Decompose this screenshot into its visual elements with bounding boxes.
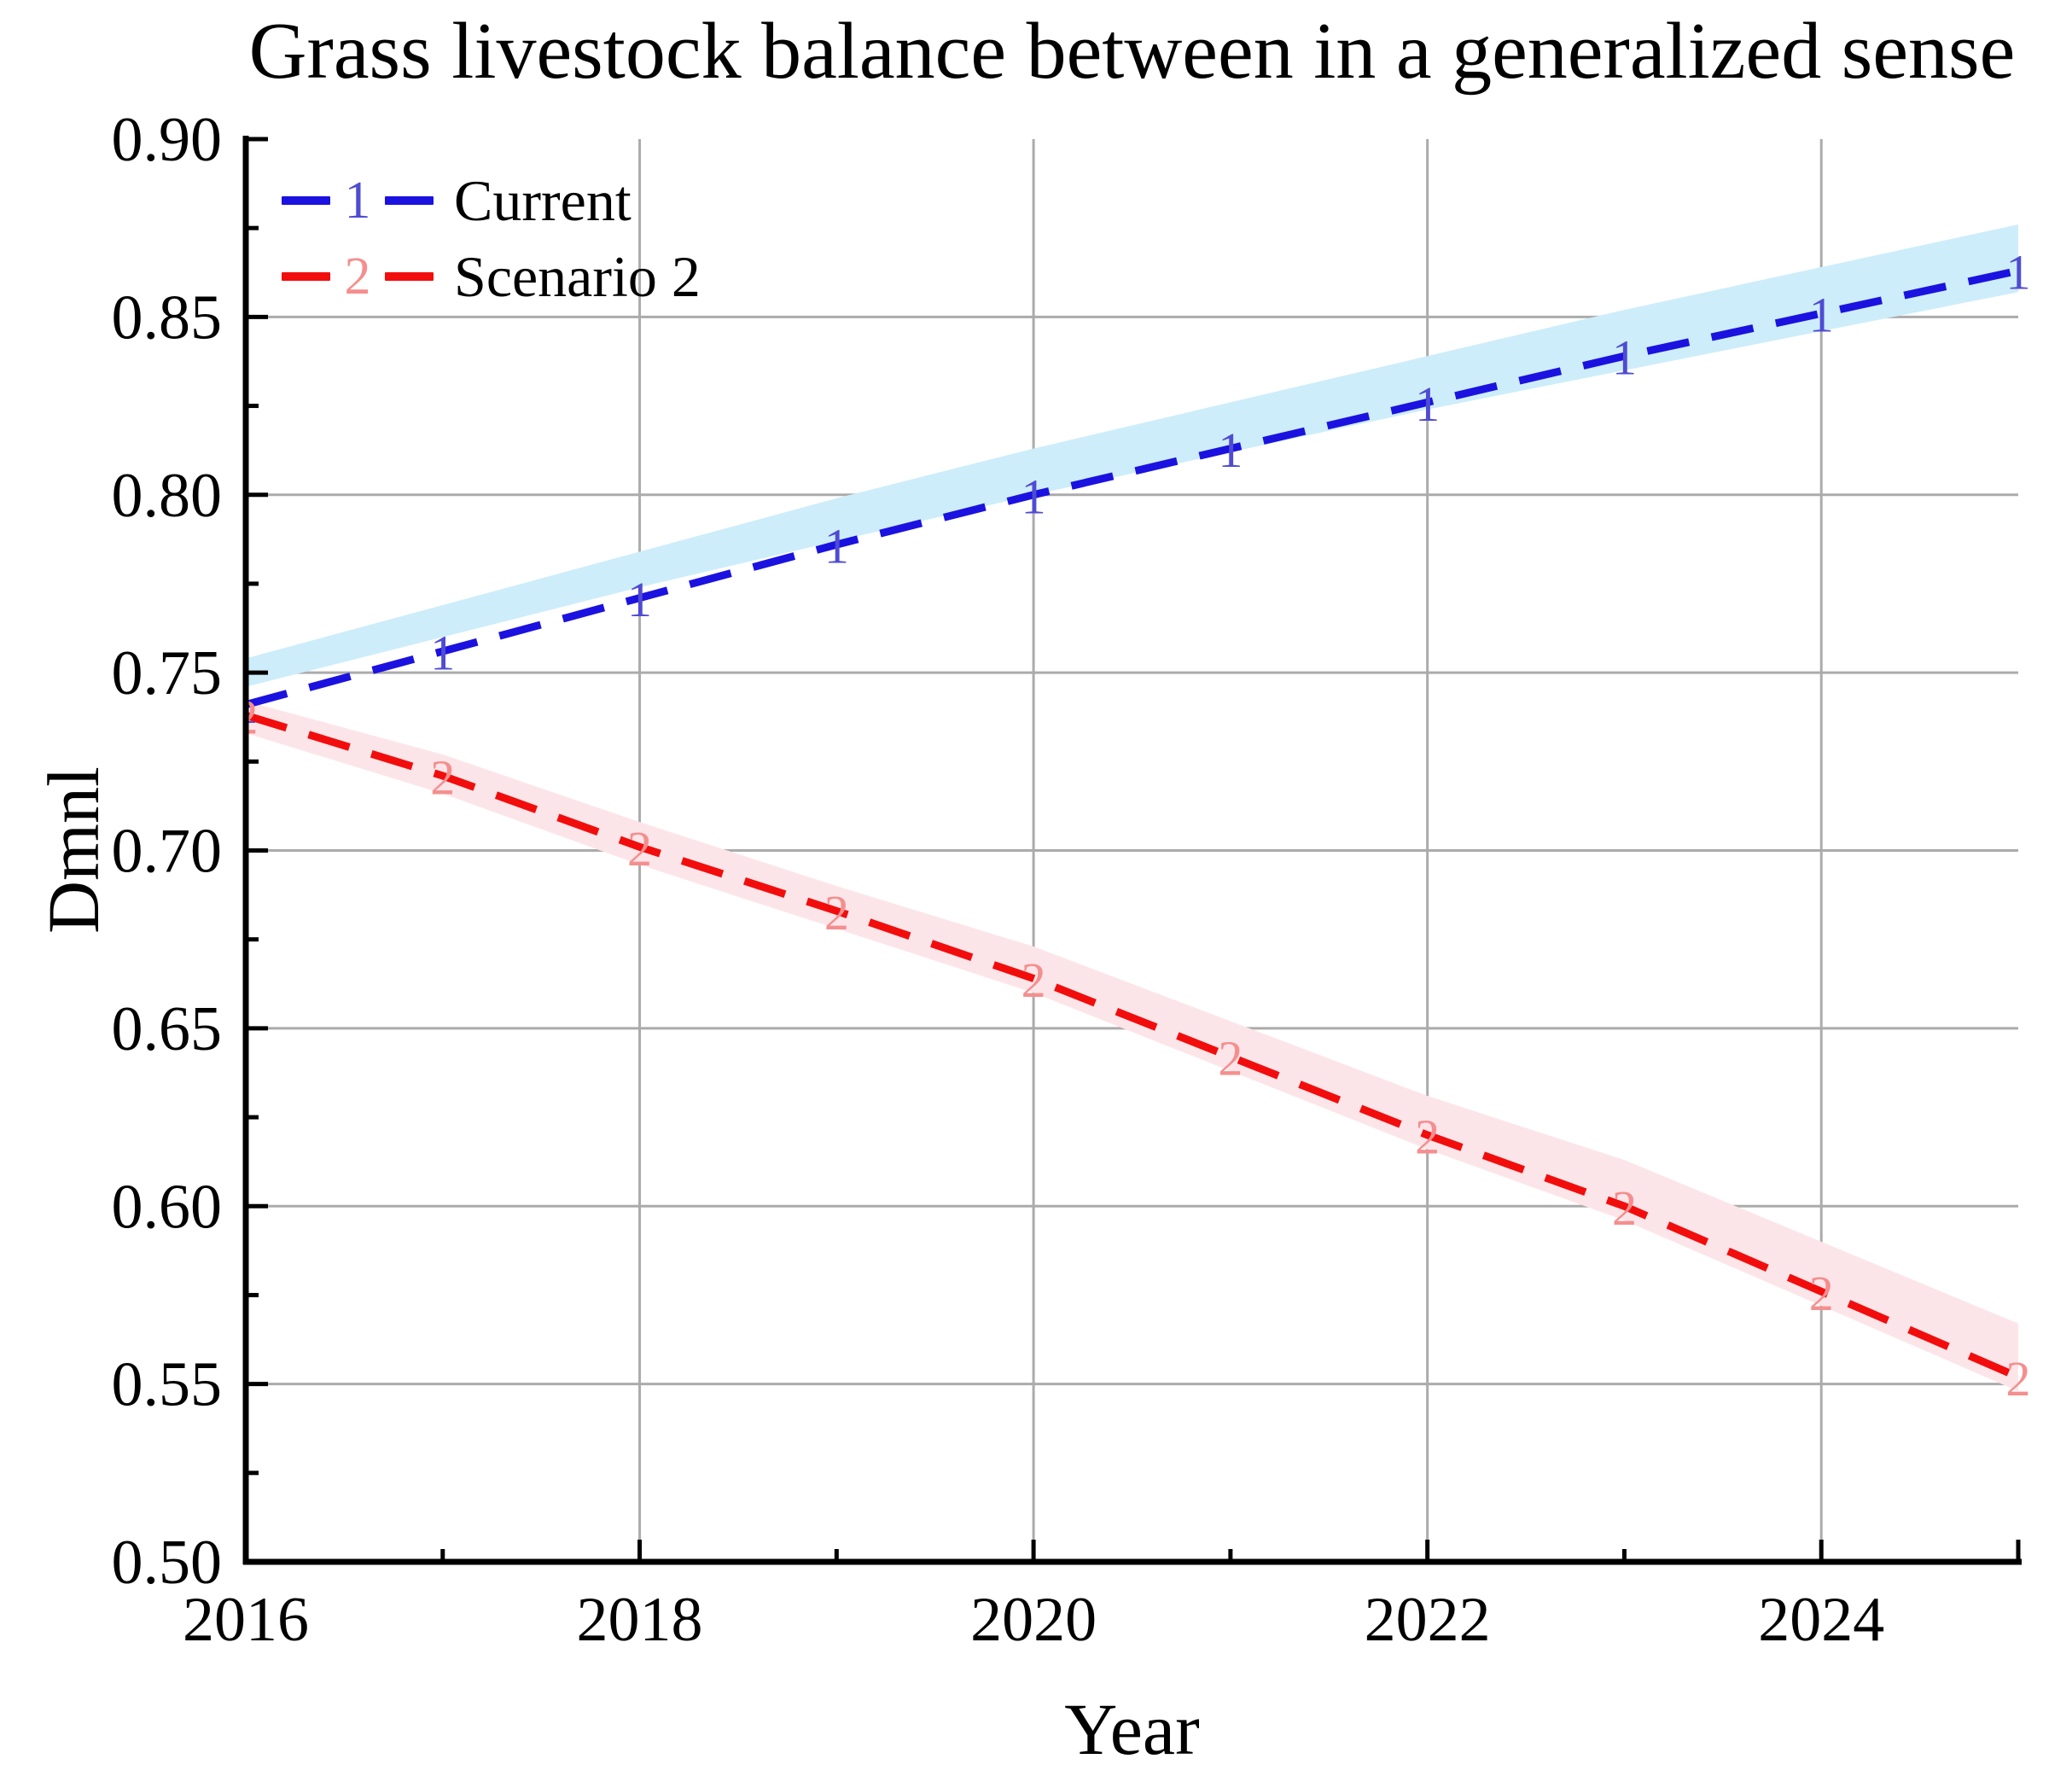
legend-dash-icon bbox=[282, 195, 330, 205]
y-tick-label: 0.80 bbox=[112, 461, 223, 531]
x-tick-label: 2018 bbox=[577, 1585, 703, 1655]
series-marker-number: 1 bbox=[430, 626, 455, 681]
y-tick-label: 0.90 bbox=[112, 105, 223, 175]
legend: 1 Current 2 Scenario 2 bbox=[282, 162, 701, 314]
y-tick-label: 0.70 bbox=[112, 817, 223, 887]
legend-series-key: 2 bbox=[344, 247, 371, 306]
series-line bbox=[246, 266, 2019, 708]
series-marker-number: 2 bbox=[1021, 952, 1046, 1008]
series-marker-number: 2 bbox=[2006, 1351, 2031, 1407]
legend-dash-icon bbox=[282, 271, 330, 281]
series-marker-number: 2 bbox=[430, 749, 455, 805]
series-marker-number: 1 bbox=[2006, 245, 2031, 300]
series-marker-number: 1 bbox=[1612, 330, 1637, 386]
y-tick-label: 0.75 bbox=[112, 638, 223, 708]
legend-label: Current bbox=[454, 167, 631, 233]
legend-item-scenario-2: 2 Scenario 2 bbox=[282, 238, 701, 314]
series-marker-number: 1 bbox=[627, 572, 652, 627]
series-marker-number: 1 bbox=[1415, 376, 1440, 432]
series-marker-number: 2 bbox=[824, 885, 849, 941]
chart-title: Grass livestock balance between in a gen… bbox=[248, 7, 2016, 96]
legend-label: Scenario 2 bbox=[454, 243, 701, 309]
y-tick-label: 0.60 bbox=[112, 1172, 223, 1242]
y-axis-title: Dmnl bbox=[32, 766, 114, 934]
series-marker-number: 2 bbox=[234, 690, 259, 745]
series-marker-number: 1 bbox=[1021, 469, 1046, 524]
x-axis-title: Year bbox=[1064, 1688, 1200, 1770]
series-marker-number: 2 bbox=[627, 821, 652, 877]
series-marker-number: 2 bbox=[1218, 1031, 1243, 1086]
series-line bbox=[246, 711, 2020, 1381]
legend-series-key: 1 bbox=[344, 171, 371, 230]
y-tick-label: 0.50 bbox=[112, 1528, 223, 1598]
x-tick-label: 2016 bbox=[183, 1585, 309, 1655]
confidence-band bbox=[246, 224, 2018, 687]
series-marker-number: 1 bbox=[234, 679, 259, 734]
series-marker-number: 1 bbox=[1218, 422, 1243, 478]
series-marker-number: 2 bbox=[1809, 1266, 1834, 1321]
y-tick-label: 0.55 bbox=[112, 1350, 223, 1420]
x-tick-label: 2022 bbox=[1365, 1585, 1491, 1655]
legend-dash-icon bbox=[385, 195, 434, 205]
legend-dash-icon bbox=[385, 271, 434, 281]
series-layer: 11111111112222222222 bbox=[234, 224, 2031, 1407]
legend-item-current: 1 Current bbox=[282, 162, 701, 238]
x-tick-label: 2024 bbox=[1758, 1585, 1884, 1655]
x-tick-label: 2020 bbox=[970, 1585, 1097, 1655]
series-marker-number: 2 bbox=[1415, 1109, 1440, 1164]
y-tick-label: 0.65 bbox=[112, 994, 223, 1064]
y-tick-label: 0.85 bbox=[112, 282, 223, 352]
confidence-band bbox=[246, 701, 2018, 1391]
series-marker-number: 1 bbox=[1809, 288, 1834, 343]
series-marker-number: 1 bbox=[824, 519, 849, 574]
series-marker-number: 2 bbox=[1612, 1180, 1637, 1236]
